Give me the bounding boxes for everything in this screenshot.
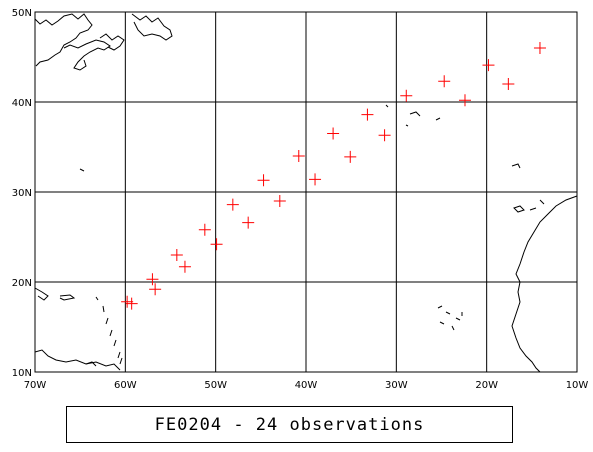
longitude-tick-label: 20W <box>475 380 498 391</box>
observation-marker <box>344 150 357 163</box>
observation-marker <box>378 129 391 142</box>
observation-marker <box>327 127 340 140</box>
observation-marker <box>121 295 134 308</box>
observation-marker <box>400 89 413 102</box>
longitude-tick-label: 70W <box>24 380 47 391</box>
observation-marker <box>361 108 374 121</box>
coastline-labrador <box>131 13 173 41</box>
map-frame <box>34 11 578 373</box>
longitude-tick-label: 40W <box>295 380 318 391</box>
coastline-madeira <box>511 163 521 169</box>
coastline-azores <box>385 104 441 127</box>
latitude-tick-label: 40N <box>12 98 32 109</box>
coastline-south-america <box>34 349 121 371</box>
observation-marker <box>146 273 159 286</box>
latitude-tick-label: 20N <box>12 278 32 289</box>
observation-marker <box>170 249 183 261</box>
coastline-lesser-antilles <box>95 296 123 365</box>
observation-marker <box>309 173 322 186</box>
coastline-newfoundland <box>99 33 125 51</box>
coastline-cape-verde <box>437 305 463 331</box>
observation-marker <box>149 283 162 296</box>
observation-marker <box>273 195 286 207</box>
latitude-tick-label: 10N <box>12 368 32 379</box>
observation-markers <box>121 42 546 310</box>
caption-text: FE0204 - 24 observations <box>154 414 425 435</box>
observation-marker <box>533 42 546 54</box>
observation-marker <box>438 75 451 88</box>
coastline-north-america <box>34 13 93 67</box>
longitude-tick-label: 30W <box>385 380 408 391</box>
observation-marker <box>458 94 471 107</box>
observation-marker <box>210 238 223 251</box>
coastline-trinidad <box>85 361 97 367</box>
coastline-puerto-rico <box>59 294 76 301</box>
coastline-island-small <box>79 168 85 172</box>
observation-marker <box>125 297 138 310</box>
observation-marker <box>226 198 239 211</box>
caption-box: FE0204 - 24 observations <box>66 406 513 443</box>
latitude-tick-label: 30N <box>12 188 32 199</box>
observation-marker <box>502 78 515 90</box>
observation-marker <box>198 223 211 236</box>
longitude-ticks: 70W 60W 50W 40W 30W 20W 10W <box>24 380 589 391</box>
coastline-caribbean <box>34 287 49 301</box>
observation-marker <box>242 216 255 229</box>
longitude-tick-label: 10W <box>566 380 589 391</box>
observation-marker <box>178 260 191 273</box>
observation-marker <box>482 59 495 72</box>
latitude-tick-label: 50N <box>12 8 32 19</box>
latitude-ticks: 10N 20N 30N 40N 50N <box>12 8 32 379</box>
coastline-nova-scotia <box>63 39 111 71</box>
observation-marker <box>292 150 305 162</box>
longitude-tick-label: 60W <box>114 380 137 391</box>
longitude-tick-label: 50W <box>204 380 227 391</box>
coastline-canary <box>513 199 545 213</box>
observation-marker <box>257 174 270 187</box>
coastlines <box>34 13 578 373</box>
